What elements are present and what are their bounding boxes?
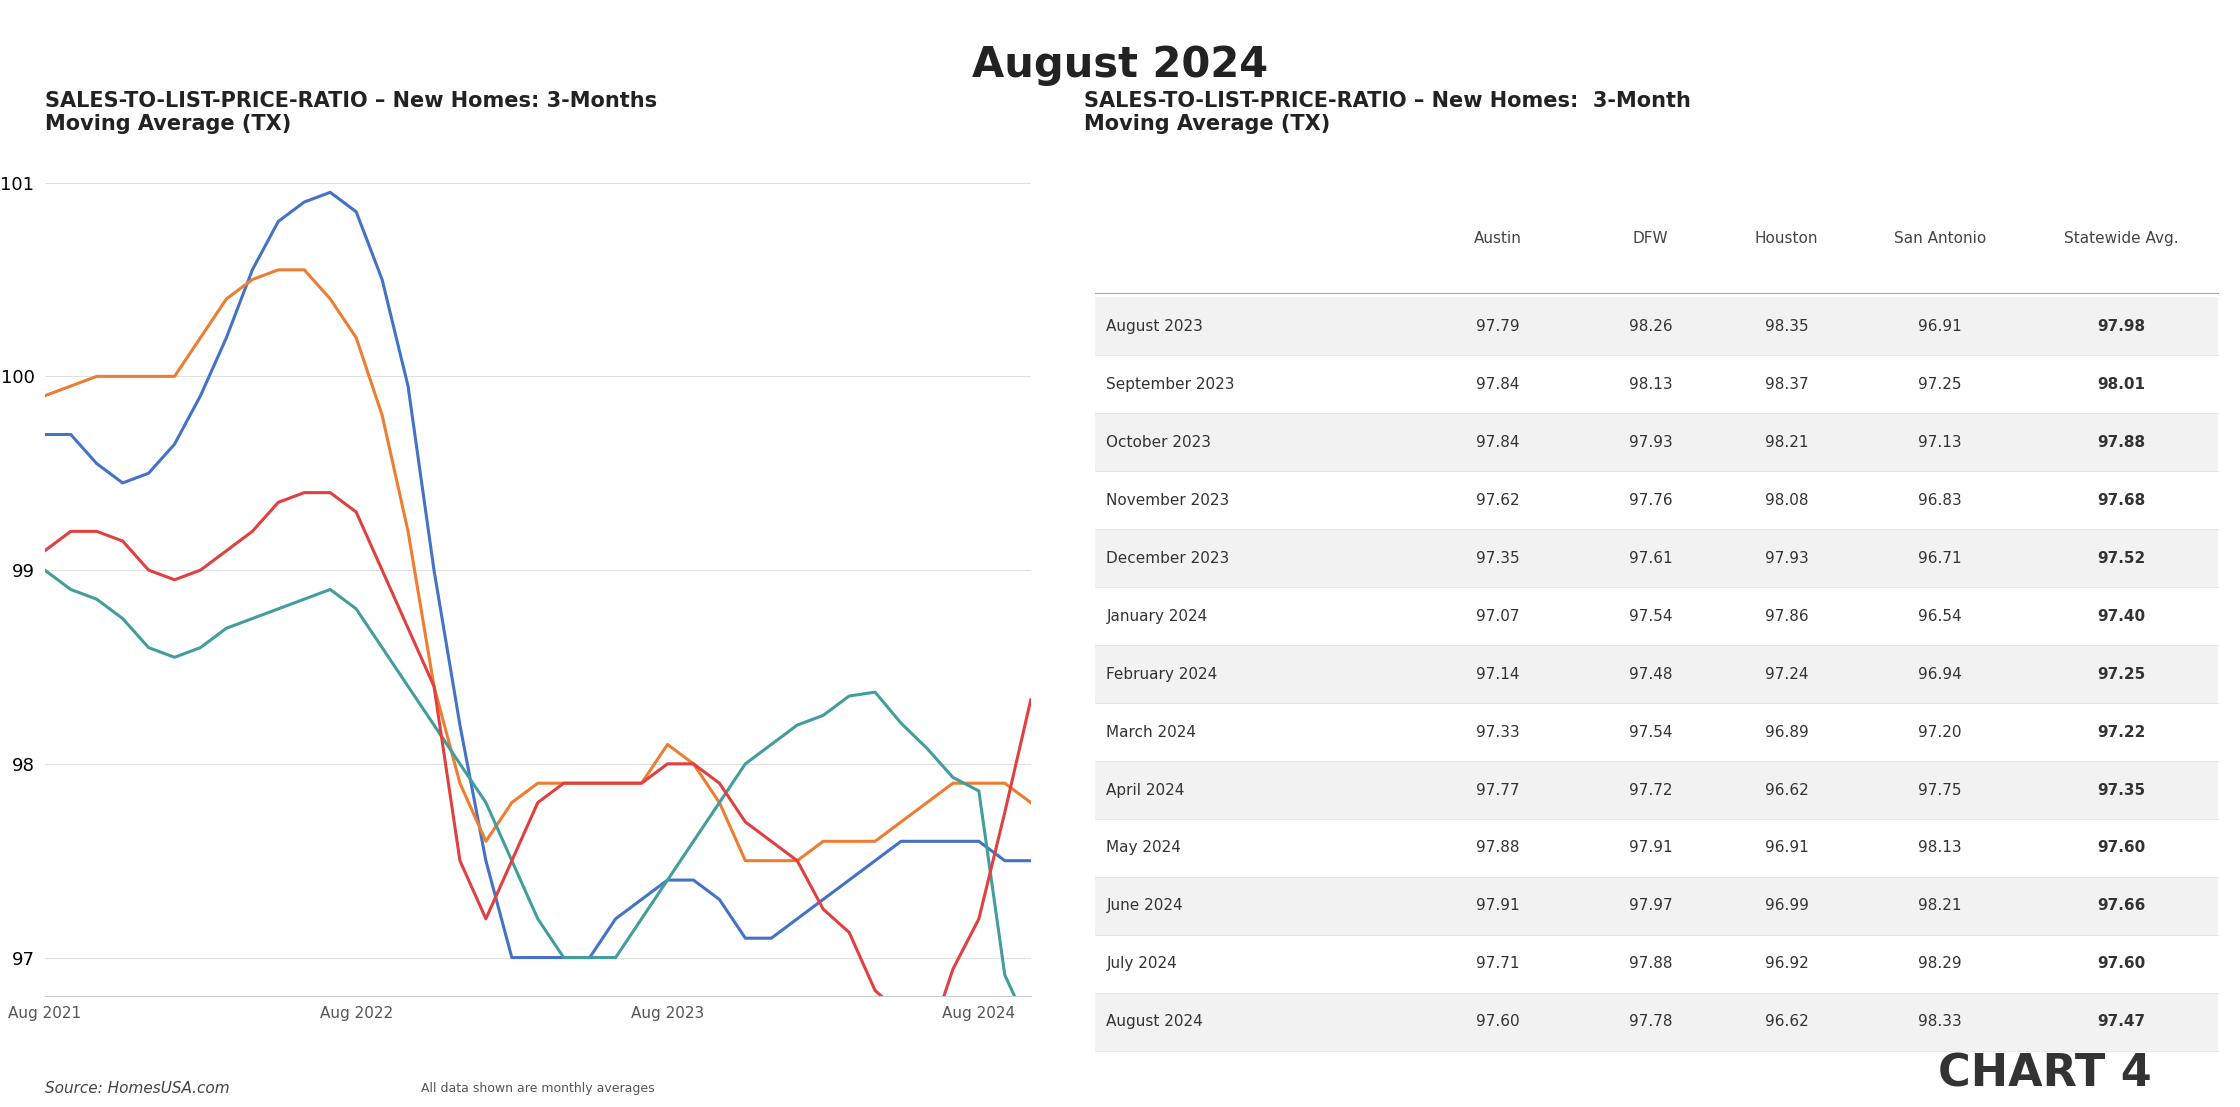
Text: Source: HomesUSA.com: Source: HomesUSA.com xyxy=(45,1080,228,1096)
Text: 98.21: 98.21 xyxy=(1917,899,1962,913)
Text: 97.71: 97.71 xyxy=(1476,956,1519,972)
Text: 98.13: 98.13 xyxy=(1628,376,1673,392)
Text: 97.60: 97.60 xyxy=(2097,840,2146,856)
Text: 97.91: 97.91 xyxy=(1476,899,1519,913)
Text: 97.84: 97.84 xyxy=(1476,376,1519,392)
Text: October 2023: October 2023 xyxy=(1107,435,1212,449)
Text: 97.60: 97.60 xyxy=(1476,1014,1519,1030)
Text: 97.84: 97.84 xyxy=(1476,435,1519,449)
Text: 97.20: 97.20 xyxy=(1917,725,1962,739)
Text: CHART 4: CHART 4 xyxy=(1938,1053,2150,1096)
Text: February 2024: February 2024 xyxy=(1107,666,1219,682)
Text: 97.25: 97.25 xyxy=(1917,376,1962,392)
Text: 97.88: 97.88 xyxy=(1476,840,1519,856)
Text: 97.62: 97.62 xyxy=(1476,493,1519,508)
Text: 98.35: 98.35 xyxy=(1765,319,1808,334)
Text: 97.48: 97.48 xyxy=(1628,666,1673,682)
Text: SALES-TO-LIST-PRICE-RATIO – New Homes:  3-Month
Moving Average (TX): SALES-TO-LIST-PRICE-RATIO – New Homes: 3… xyxy=(1084,91,1691,134)
Text: 98.08: 98.08 xyxy=(1765,493,1808,508)
Text: 97.54: 97.54 xyxy=(1628,609,1673,623)
Text: 97.35: 97.35 xyxy=(2097,783,2146,797)
Text: San Antonio: San Antonio xyxy=(1893,231,1987,246)
Text: 97.47: 97.47 xyxy=(2097,1014,2146,1030)
Text: December 2023: December 2023 xyxy=(1107,550,1230,566)
Text: 98.13: 98.13 xyxy=(1917,840,1962,856)
Text: April 2024: April 2024 xyxy=(1107,783,1185,797)
Text: 96.94: 96.94 xyxy=(1917,666,1962,682)
Text: 97.91: 97.91 xyxy=(1628,840,1673,856)
Text: 98.33: 98.33 xyxy=(1917,1014,1962,1030)
Text: 96.62: 96.62 xyxy=(1765,1014,1808,1030)
Text: 97.97: 97.97 xyxy=(1628,899,1673,913)
Text: 97.72: 97.72 xyxy=(1628,783,1673,797)
Text: 97.68: 97.68 xyxy=(2097,493,2146,508)
Text: 97.98: 97.98 xyxy=(2097,319,2146,334)
Text: 97.88: 97.88 xyxy=(1628,956,1673,972)
Text: 96.71: 96.71 xyxy=(1917,550,1962,566)
Text: 98.21: 98.21 xyxy=(1765,435,1808,449)
Text: 98.37: 98.37 xyxy=(1765,376,1808,392)
Text: August 2024: August 2024 xyxy=(1107,1014,1203,1030)
Text: 97.33: 97.33 xyxy=(1476,725,1519,739)
Text: September 2023: September 2023 xyxy=(1107,376,1234,392)
Text: 98.26: 98.26 xyxy=(1628,319,1673,334)
Text: 96.91: 96.91 xyxy=(1765,840,1808,856)
Text: 96.99: 96.99 xyxy=(1765,899,1808,913)
Text: 97.22: 97.22 xyxy=(2097,725,2146,739)
Text: 97.79: 97.79 xyxy=(1476,319,1519,334)
Text: All data shown are monthly averages: All data shown are monthly averages xyxy=(421,1082,654,1095)
Text: 97.60: 97.60 xyxy=(2097,956,2146,972)
Text: 97.40: 97.40 xyxy=(2097,609,2146,623)
Text: 96.91: 96.91 xyxy=(1917,319,1962,334)
Text: 97.76: 97.76 xyxy=(1628,493,1673,508)
Text: 96.54: 96.54 xyxy=(1917,609,1962,623)
Text: Austin: Austin xyxy=(1474,231,1521,246)
Text: November 2023: November 2023 xyxy=(1107,493,1230,508)
Text: 98.01: 98.01 xyxy=(2097,376,2146,392)
Text: 97.13: 97.13 xyxy=(1917,435,1962,449)
Text: 96.62: 96.62 xyxy=(1765,783,1808,797)
Text: March 2024: March 2024 xyxy=(1107,725,1196,739)
Bar xyxy=(1095,298,2218,355)
Bar xyxy=(1095,761,2218,819)
Text: SALES-TO-LIST-PRICE-RATIO – New Homes: 3-Months
Moving Average (TX): SALES-TO-LIST-PRICE-RATIO – New Homes: 3… xyxy=(45,91,656,134)
Text: 97.24: 97.24 xyxy=(1765,666,1808,682)
Text: 98.29: 98.29 xyxy=(1917,956,1962,972)
Bar xyxy=(1095,413,2218,472)
Text: August 2024: August 2024 xyxy=(972,44,1268,86)
Bar xyxy=(1095,645,2218,703)
Text: Statewide Avg.: Statewide Avg. xyxy=(2063,231,2180,246)
Text: August 2023: August 2023 xyxy=(1107,319,1203,334)
Bar xyxy=(1095,993,2218,1051)
Text: 96.83: 96.83 xyxy=(1917,493,1962,508)
Text: 97.78: 97.78 xyxy=(1628,1014,1673,1030)
Text: 97.75: 97.75 xyxy=(1917,783,1962,797)
Text: 97.61: 97.61 xyxy=(1628,550,1673,566)
Text: 97.07: 97.07 xyxy=(1476,609,1519,623)
Text: 97.86: 97.86 xyxy=(1765,609,1808,623)
Text: 97.14: 97.14 xyxy=(1476,666,1519,682)
Text: 97.25: 97.25 xyxy=(2097,666,2146,682)
Bar xyxy=(1095,529,2218,587)
Text: 97.52: 97.52 xyxy=(2097,550,2146,566)
Text: 97.66: 97.66 xyxy=(2097,899,2146,913)
Text: Houston: Houston xyxy=(1754,231,1819,246)
Text: 96.89: 96.89 xyxy=(1765,725,1808,739)
Text: 97.54: 97.54 xyxy=(1628,725,1673,739)
Text: 96.92: 96.92 xyxy=(1765,956,1808,972)
Bar xyxy=(1095,877,2218,935)
Text: May 2024: May 2024 xyxy=(1107,840,1180,856)
Text: June 2024: June 2024 xyxy=(1107,899,1183,913)
Text: January 2024: January 2024 xyxy=(1107,609,1207,623)
Text: 97.88: 97.88 xyxy=(2097,435,2146,449)
Text: July 2024: July 2024 xyxy=(1107,956,1178,972)
Text: 97.93: 97.93 xyxy=(1765,550,1808,566)
Text: DFW: DFW xyxy=(1633,231,1669,246)
Text: 97.35: 97.35 xyxy=(1476,550,1519,566)
Text: 97.77: 97.77 xyxy=(1476,783,1519,797)
Text: 97.93: 97.93 xyxy=(1628,435,1673,449)
